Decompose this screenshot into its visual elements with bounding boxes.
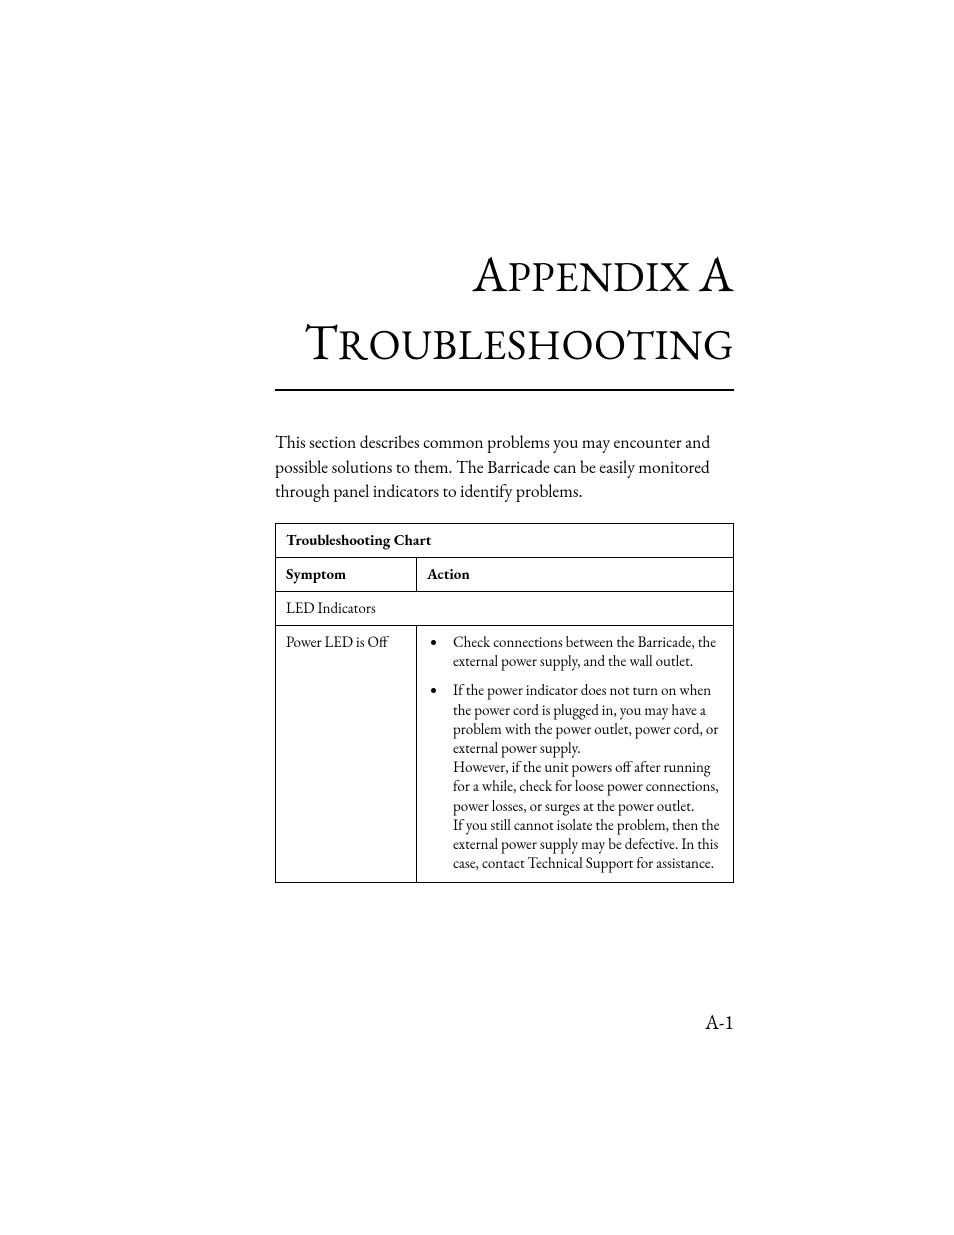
title-line-1-suffix: A xyxy=(699,241,734,306)
appendix-title-block: APPENDIX A TROUBLESHOOTING xyxy=(275,240,734,375)
title-line-1-cap: A xyxy=(472,241,507,306)
action-item: If the power indicator does not turn on … xyxy=(447,681,723,873)
document-page: APPENDIX A TROUBLESHOOTING This section … xyxy=(0,0,954,1235)
column-header-symptom: Symptom xyxy=(276,557,417,591)
action-item: Check connections between the Barricade,… xyxy=(447,633,723,671)
column-header-action: Action xyxy=(417,557,734,591)
action-text: Check connections between the Barricade,… xyxy=(453,633,723,671)
section-led-indicators: LED Indicators xyxy=(276,591,734,625)
table-caption-row: Troubleshooting Chart xyxy=(276,523,734,557)
troubleshooting-table: Troubleshooting Chart Symptom Action LED… xyxy=(275,523,734,884)
action-cell: Check connections between the Barricade,… xyxy=(417,626,734,883)
title-line-1-rest: PPENDIX xyxy=(508,249,690,304)
title-line-2-rest: ROUBLESHOOTING xyxy=(338,317,734,372)
table-caption: Troubleshooting Chart xyxy=(276,523,734,557)
page-number: A-1 xyxy=(705,1009,734,1035)
horizontal-rule xyxy=(275,389,734,391)
title-line-1: APPENDIX A xyxy=(275,240,734,308)
action-list: Check connections between the Barricade,… xyxy=(427,633,723,873)
table-row: Power LED is Off Check connections betwe… xyxy=(276,626,734,883)
table-section-row: LED Indicators xyxy=(276,591,734,625)
action-text: If the power indicator does not turn on … xyxy=(453,681,723,873)
symptom-cell: Power LED is Off xyxy=(276,626,417,883)
intro-paragraph: This section describes common problems y… xyxy=(275,431,734,505)
title-line-2-cap: T xyxy=(304,309,338,374)
table-header-row: Symptom Action xyxy=(276,557,734,591)
title-line-2: TROUBLESHOOTING xyxy=(275,308,734,376)
